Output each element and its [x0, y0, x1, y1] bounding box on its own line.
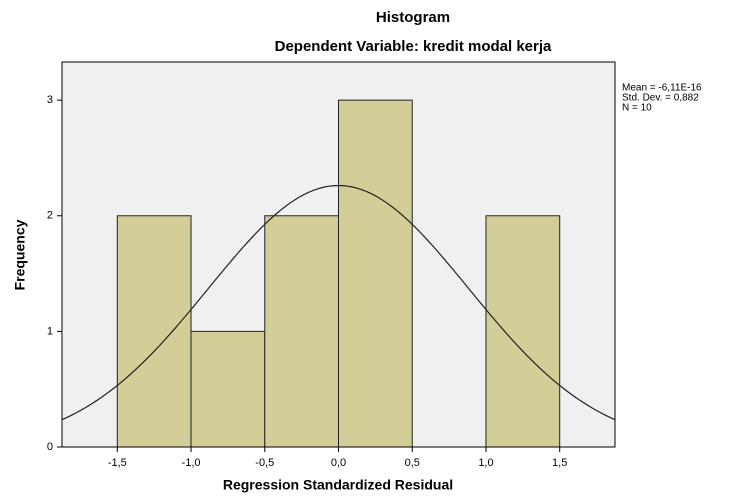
y-tick-label: 3: [47, 94, 53, 106]
plot-frame: [61, 61, 616, 448]
stat-label: Mean = -6,11E-16: [622, 83, 702, 94]
x-tick-label: 1,0: [478, 457, 493, 469]
bar: [338, 99, 413, 448]
y-tick-label: 0: [47, 441, 53, 453]
stat-label: N = 10: [622, 103, 652, 114]
x-axis-title: Regression Standardized Residual: [223, 477, 453, 493]
normal-curve: [62, 184, 615, 421]
stat-label: Std. Dev. = 0,882: [622, 93, 699, 104]
y-tick-label: 2: [47, 210, 53, 222]
bar: [264, 215, 339, 448]
y-tick-label: 1: [47, 325, 53, 337]
chart-title: Histogram: [376, 9, 450, 26]
x-tick-label: -0,5: [255, 457, 274, 469]
x-tick-label: -1,5: [108, 457, 127, 469]
x-tick-label: 0,0: [331, 457, 346, 469]
x-tick-label: -1,0: [182, 457, 201, 469]
bar: [190, 330, 266, 448]
chart-subtitle: Dependent Variable: kredit modal kerja: [275, 38, 552, 55]
x-tick-label: 1,5: [552, 457, 567, 469]
bar: [116, 215, 192, 448]
x-tick-label: 0,5: [405, 457, 420, 469]
bar: [485, 215, 561, 448]
y-axis-title: Frequency: [12, 219, 28, 290]
